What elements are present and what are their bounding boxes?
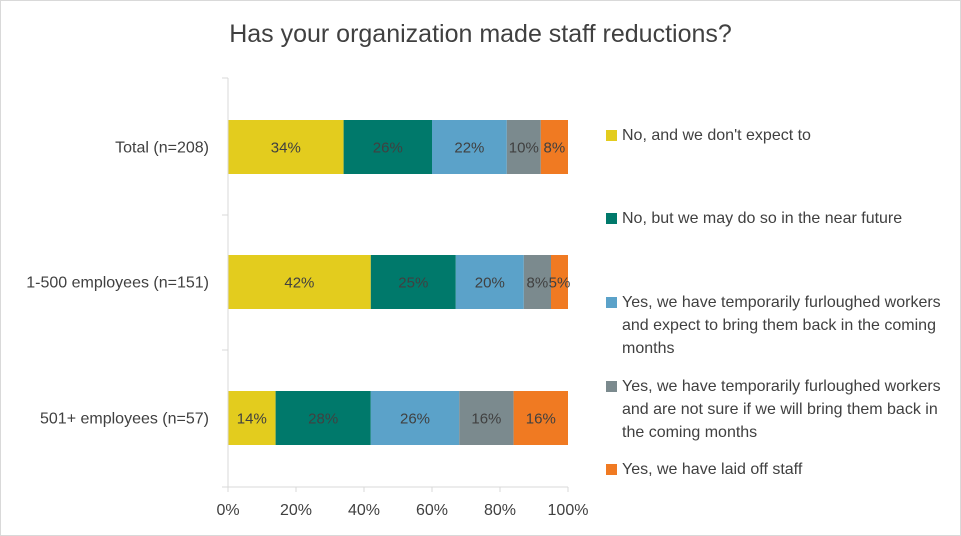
x-tick-label: 0% [216, 502, 239, 519]
data-label: 16% [526, 411, 556, 428]
data-label: 16% [471, 411, 501, 428]
bar-segment [275, 391, 371, 445]
data-label: 25% [398, 275, 428, 292]
data-label: 8% [527, 275, 549, 292]
x-tick-label: 80% [484, 502, 516, 519]
category-label: Total (n=208) [115, 140, 209, 157]
bar-segment [370, 255, 456, 309]
x-tick-label: 40% [348, 502, 380, 519]
data-label: 14% [237, 411, 267, 428]
legend-swatch [606, 297, 617, 308]
bar-segment [506, 120, 541, 174]
data-label: 34% [271, 140, 301, 157]
bar-segment [459, 391, 514, 445]
data-label: 42% [284, 275, 314, 292]
bar-segment [513, 391, 568, 445]
data-label: 28% [308, 411, 338, 428]
legend-label: No, and we don't expect to [622, 127, 811, 144]
legend-swatch [606, 464, 617, 475]
legend-label: Yes, we have temporarily furloughed work… [622, 294, 941, 357]
x-tick-label: 20% [280, 502, 312, 519]
x-tick-label: 60% [416, 502, 448, 519]
bar-segment [455, 255, 524, 309]
data-label: 26% [373, 140, 403, 157]
data-label: 8% [544, 140, 566, 157]
bar-segment [228, 120, 344, 174]
bar-segment [343, 120, 432, 174]
bar-segment [228, 391, 276, 445]
bar-segment [523, 255, 551, 309]
bar-segment [370, 391, 460, 445]
chart-title: Has your organization made staff reducti… [229, 20, 732, 48]
data-label: 10% [509, 140, 539, 157]
bar-segment [228, 255, 371, 309]
data-label: 26% [400, 411, 430, 428]
legend-label: No, but we may do so in the near future [622, 210, 903, 227]
legend-label: Yes, we have laid off staff [622, 461, 803, 478]
bar-segment [432, 120, 507, 174]
data-label: 20% [475, 275, 505, 292]
data-label: 5% [549, 275, 571, 292]
bar-segment [551, 255, 568, 309]
bar-segment [540, 120, 568, 174]
legend-swatch [606, 213, 617, 224]
x-tick-label: 100% [548, 502, 589, 519]
legend-label: Yes, we have temporarily furloughed work… [622, 378, 941, 441]
legend-swatch [606, 130, 617, 141]
legend-swatch [606, 381, 617, 392]
data-label: 22% [454, 140, 484, 157]
category-label: 501+ employees (n=57) [40, 411, 209, 428]
category-label: 1-500 employees (n=151) [26, 275, 209, 292]
